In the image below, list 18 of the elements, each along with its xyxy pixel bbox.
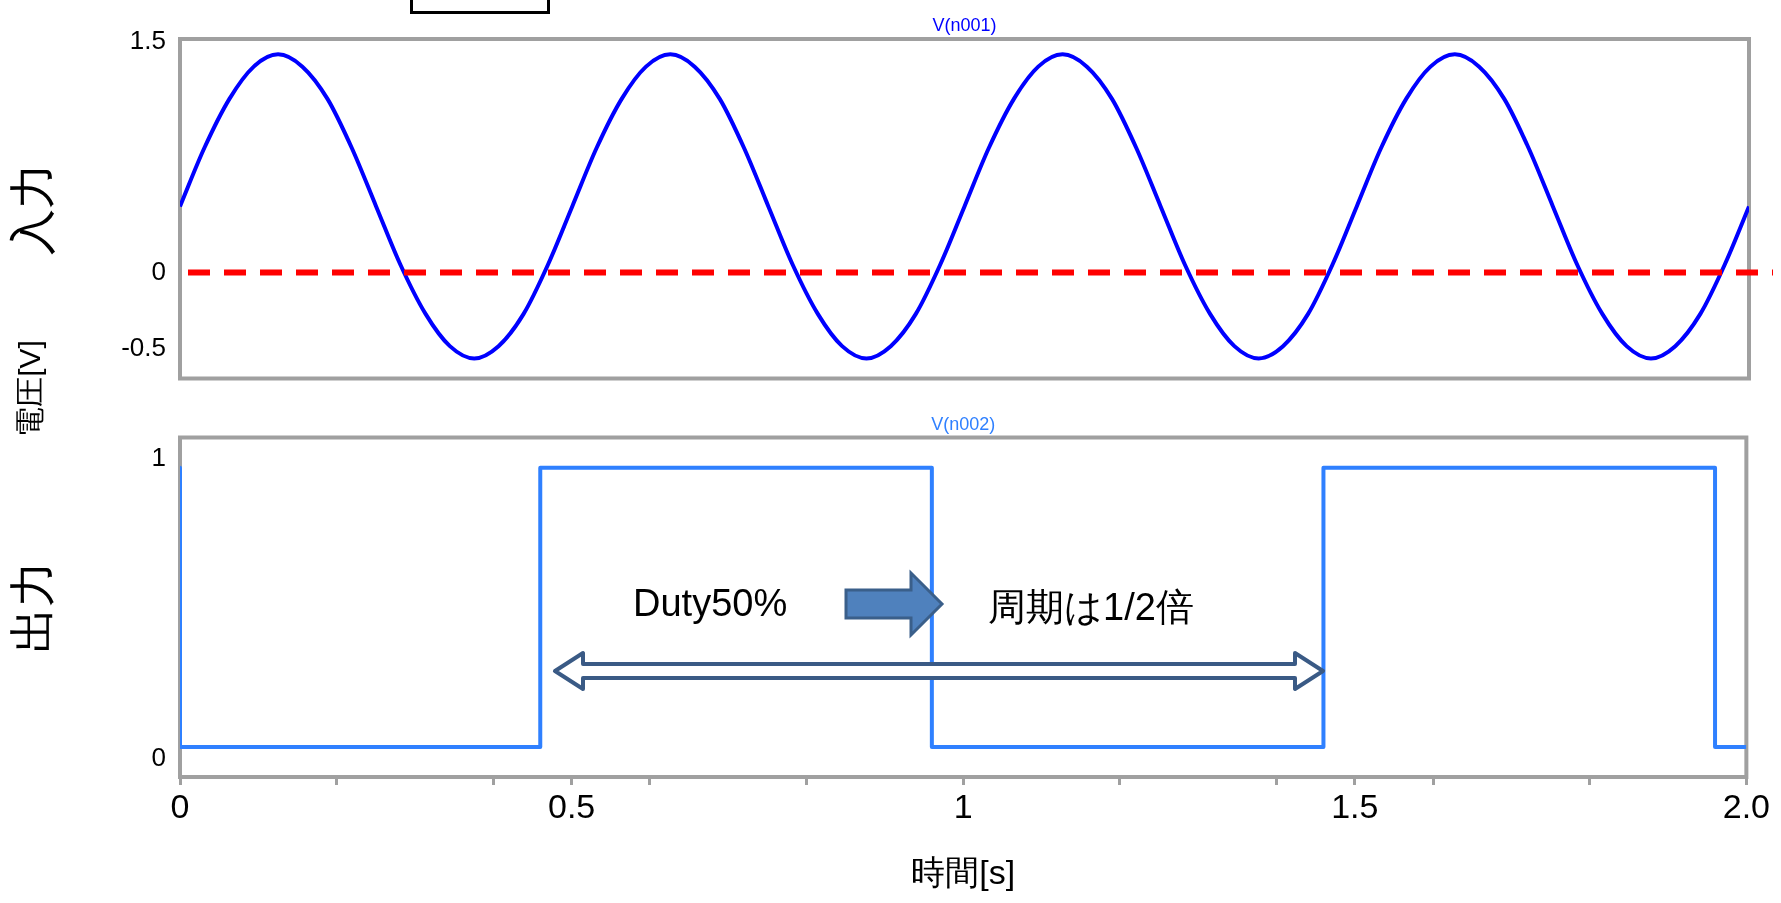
text: V(n001) bbox=[932, 14, 997, 35]
x-tick-label: 1 bbox=[953, 786, 973, 825]
y-tick-label: 1.5 bbox=[129, 25, 166, 56]
series-label: V(n002) bbox=[931, 413, 996, 434]
y-tick-label: -0.5 bbox=[121, 332, 166, 363]
y-tick-label: 0 bbox=[151, 255, 166, 286]
text: 電圧[V] bbox=[11, 339, 47, 439]
x-tick-label: 0.5 bbox=[547, 786, 596, 825]
annotation: Duty50% bbox=[633, 582, 788, 625]
y-tick-label: 1 bbox=[151, 441, 166, 472]
x-tick-label: 1.5 bbox=[1331, 786, 1379, 825]
y-axis-title: 出力 bbox=[6, 561, 59, 654]
y-axis-title: 入力 bbox=[6, 162, 59, 255]
x-tick-label: 2.0 bbox=[1722, 786, 1770, 825]
annotation: 周期は1/2倍 bbox=[988, 585, 1194, 630]
x-axis-title: 時間[s] bbox=[911, 852, 1016, 891]
line-series bbox=[180, 52, 1749, 361]
y-tick-label: 0 bbox=[151, 742, 166, 773]
